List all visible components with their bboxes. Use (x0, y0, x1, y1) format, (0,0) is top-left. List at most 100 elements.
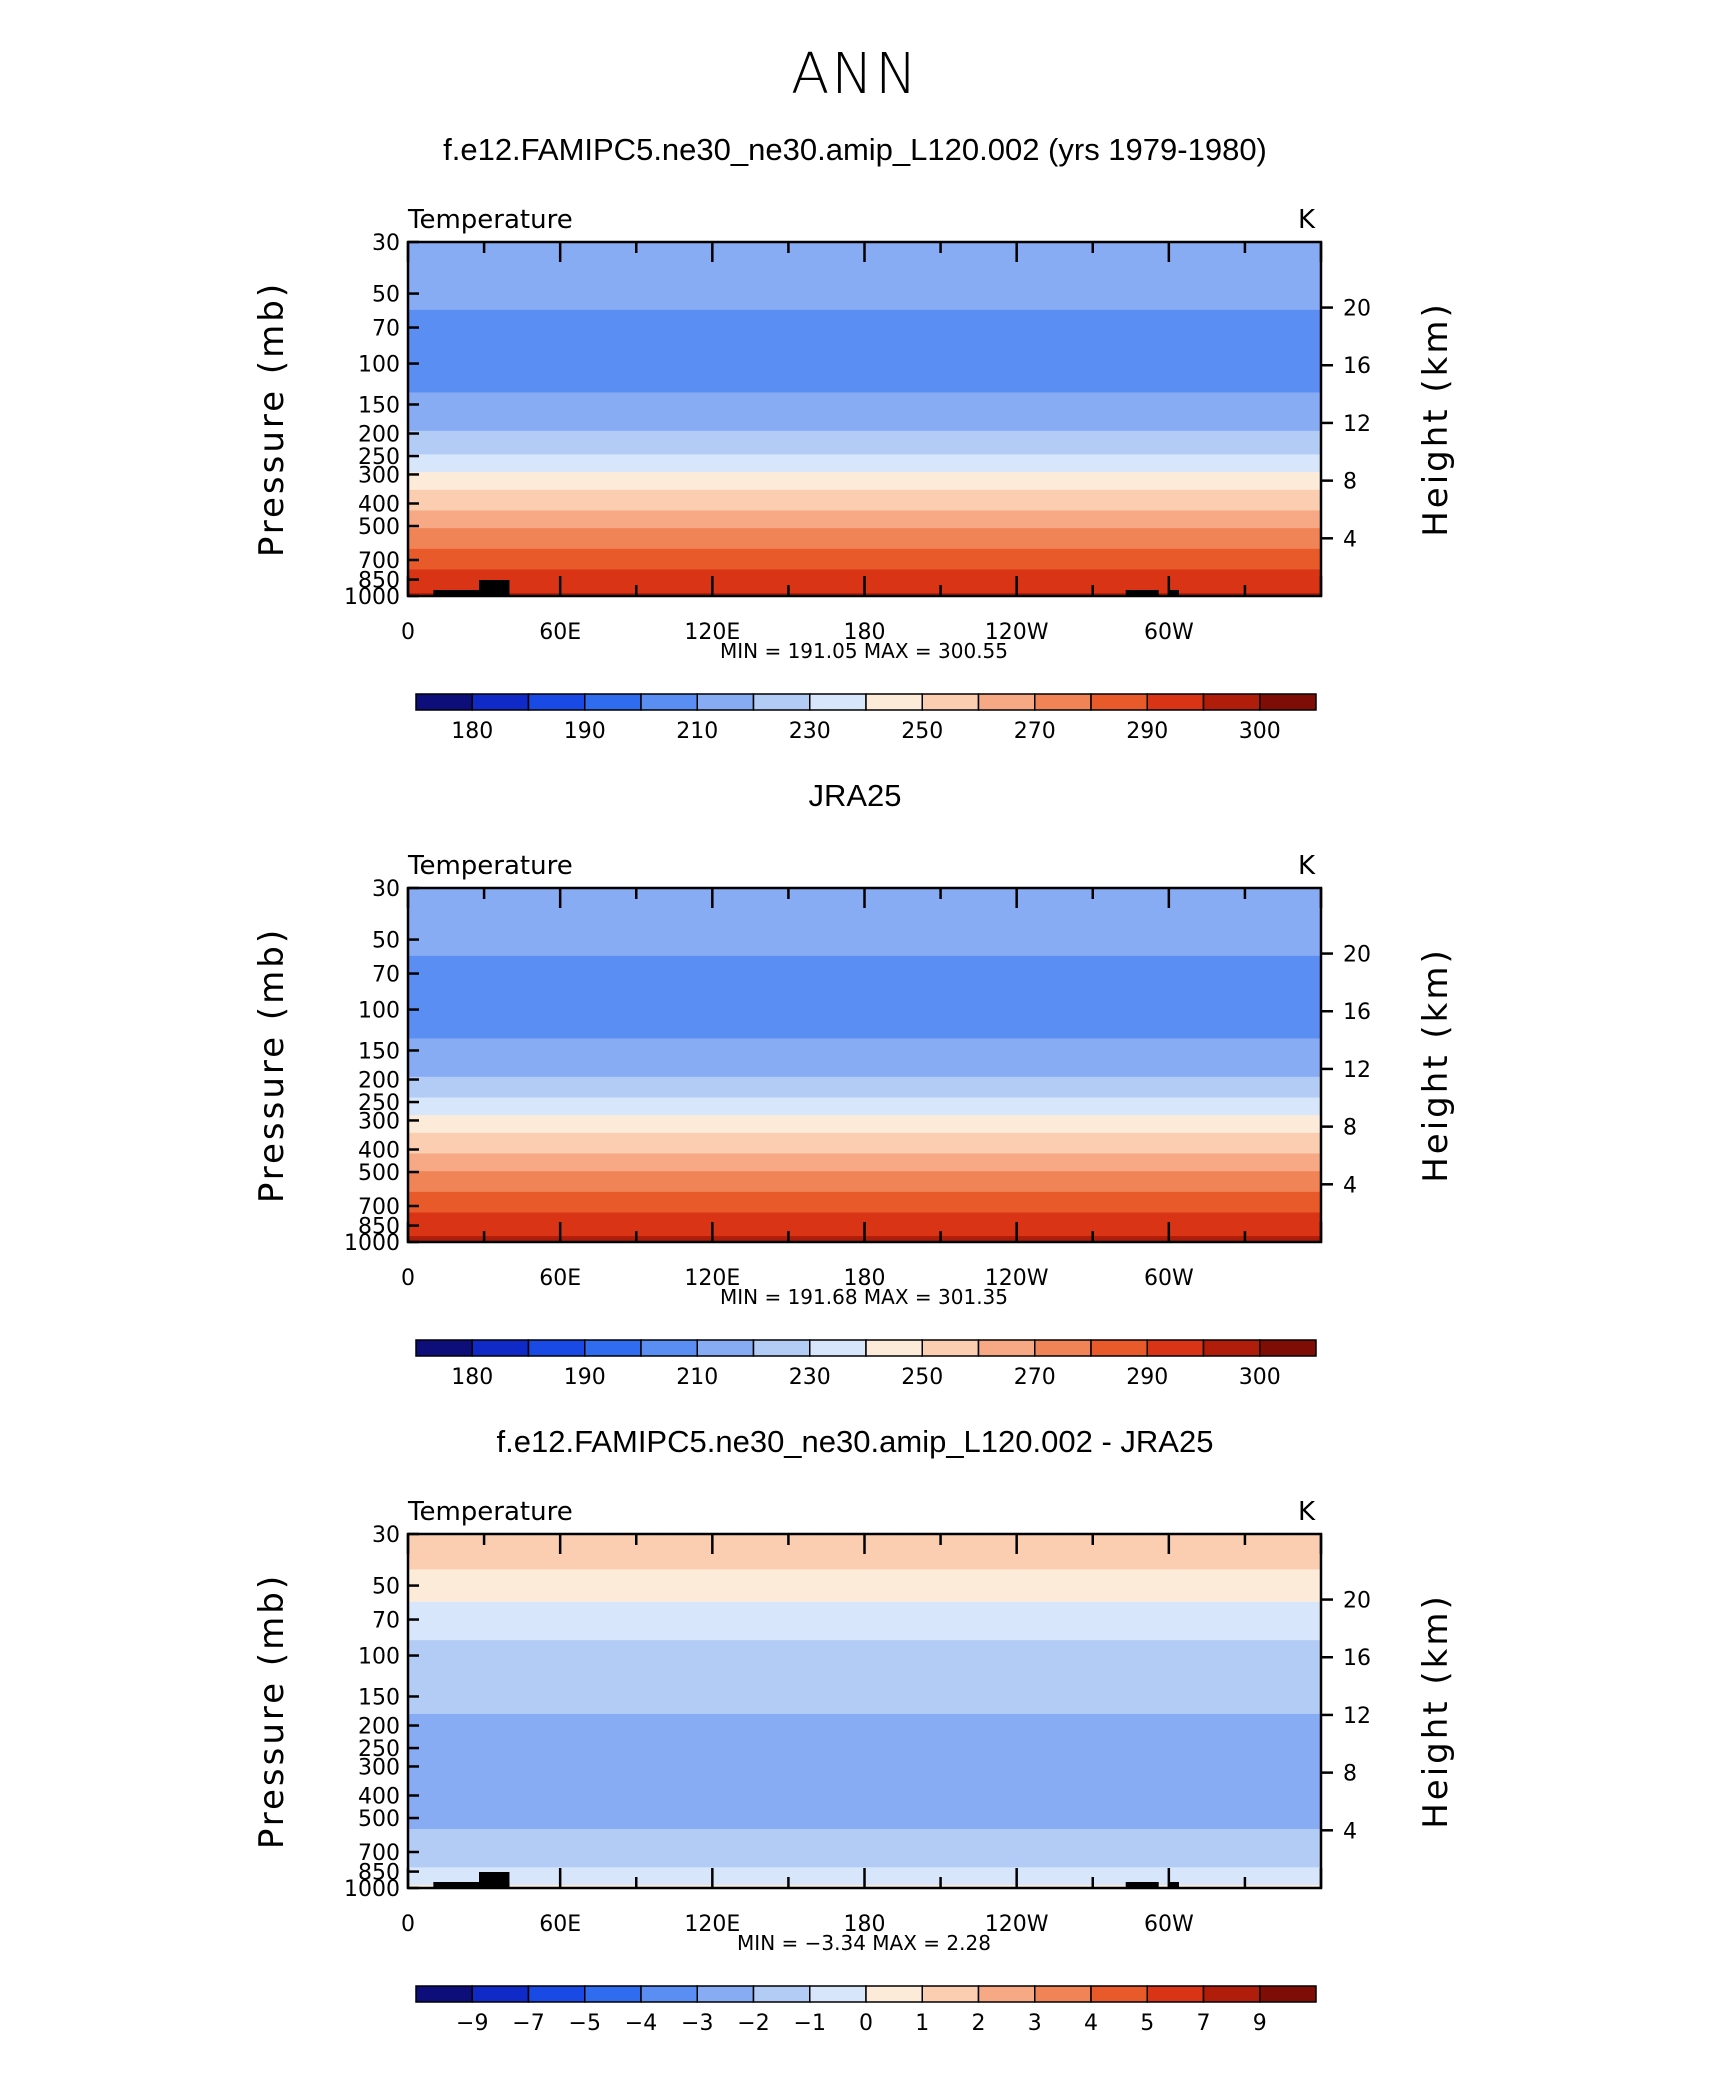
contour-band (408, 1156, 1321, 1160)
contour-band (408, 480, 1321, 485)
contour-band (408, 1118, 1321, 1122)
y-tick-label: 150 (358, 1685, 400, 1710)
contour-band (408, 1861, 1321, 1865)
colorbar-box (696, 693, 755, 711)
contour-band (408, 457, 1321, 461)
y-tick-label: 50 (372, 283, 400, 308)
orography-block (1168, 590, 1179, 596)
contour-band (408, 1144, 1321, 1149)
contour-band (408, 318, 1321, 323)
orography (433, 580, 1179, 596)
orography-block (433, 1882, 510, 1888)
colorbar-box (977, 693, 1036, 711)
contour-band (408, 525, 1321, 529)
x-tick-label: 60E (539, 620, 581, 645)
colorbar-box (977, 1985, 1036, 2003)
contour-band (408, 289, 1321, 293)
contour-band (408, 389, 1321, 394)
y-tick-label: 1000 (344, 1877, 400, 1902)
contour-band (408, 1619, 1321, 1624)
contour-band (408, 1103, 1321, 1107)
colorbar-box (809, 1985, 867, 2003)
contour-band (408, 1834, 1321, 1839)
contour-band (408, 368, 1321, 373)
y-tick-label: 500 (358, 515, 400, 540)
contour-band (408, 1814, 1321, 1818)
contour-band (408, 513, 1321, 517)
colorbar-box (1202, 1339, 1261, 1357)
x-tick-label: 60E (539, 1912, 581, 1937)
y-tick-label: 400 (358, 492, 400, 517)
contour-band (408, 1047, 1321, 1051)
contour-band (408, 407, 1321, 411)
contour-band (408, 1017, 1321, 1022)
colorbar-box (1090, 693, 1148, 711)
contour-band (408, 1852, 1321, 1857)
contour-band (408, 938, 1321, 942)
contour-band (408, 309, 1321, 314)
colorbar-box (865, 1985, 923, 2003)
contour-band (408, 1595, 1321, 1600)
contour-band (408, 1598, 1321, 1603)
y-axis-title: Pressure (mb) (252, 927, 292, 1203)
contour-band (408, 421, 1321, 426)
contour-band (408, 1808, 1321, 1812)
contour-band (408, 1737, 1321, 1742)
contour-band (408, 952, 1321, 957)
contour-field (408, 1534, 1321, 1889)
x-tick-label: 0 (401, 1912, 415, 1937)
contour-band (408, 1820, 1321, 1824)
contour-band (408, 333, 1321, 337)
contour-band (408, 498, 1321, 503)
y-tick-label: 150 (358, 393, 400, 418)
contour-band (408, 1767, 1321, 1771)
y-tick-label: 200 (358, 1715, 400, 1740)
contour-band (408, 404, 1321, 408)
y-tick-label: 250 (358, 1091, 400, 1116)
contour-band (408, 528, 1321, 532)
contour-band (408, 1206, 1321, 1211)
contour-band (408, 1212, 1321, 1217)
colorbar-box (921, 693, 980, 711)
contour-band (408, 1802, 1321, 1806)
variable-label: Temperature (407, 851, 573, 881)
contour-band (408, 923, 1321, 927)
contour-band (408, 522, 1321, 526)
contour-band (408, 1666, 1321, 1671)
contour-band (408, 295, 1321, 299)
contour-band (408, 1082, 1321, 1087)
contour-band (408, 985, 1321, 989)
contour-band (408, 519, 1321, 523)
contour-band (408, 955, 1321, 960)
colorbar-box (640, 1339, 698, 1357)
contour-band (408, 374, 1321, 379)
y-tick-label: 700 (358, 1841, 400, 1866)
orography-block (1125, 1882, 1159, 1888)
contour-band (408, 1106, 1321, 1110)
contour-band (408, 566, 1321, 571)
contour-band (408, 1153, 1321, 1158)
contour-band (408, 1200, 1321, 1205)
contour-band (408, 1755, 1321, 1759)
contour-band (408, 1817, 1321, 1821)
contour-band (408, 572, 1321, 576)
contour-field (408, 242, 1321, 597)
contour-band (408, 342, 1321, 346)
y-tick-label: 70 (372, 317, 400, 342)
colorbar-box (415, 693, 473, 711)
colorbar-label: 4 (1084, 2011, 1098, 2036)
colorbar-box (865, 1339, 923, 1357)
contour-band (408, 1085, 1321, 1090)
contour-band (408, 271, 1321, 276)
contour-band (408, 1775, 1321, 1780)
y-right-axis-title: Height (km) (1416, 301, 1456, 537)
contour-band (408, 911, 1321, 916)
contour-band (408, 1628, 1321, 1632)
colorbar-label: −4 (625, 2011, 657, 2036)
contour-band (408, 1029, 1321, 1034)
chart-svg: 0 60E 120E 180 120W 60W3050701001502002503004… (252, 205, 1456, 744)
y-right-axis-title: Height (km) (1416, 947, 1456, 1183)
contour-band (408, 958, 1321, 963)
contour-band (408, 961, 1321, 966)
contour-band (408, 1566, 1321, 1570)
